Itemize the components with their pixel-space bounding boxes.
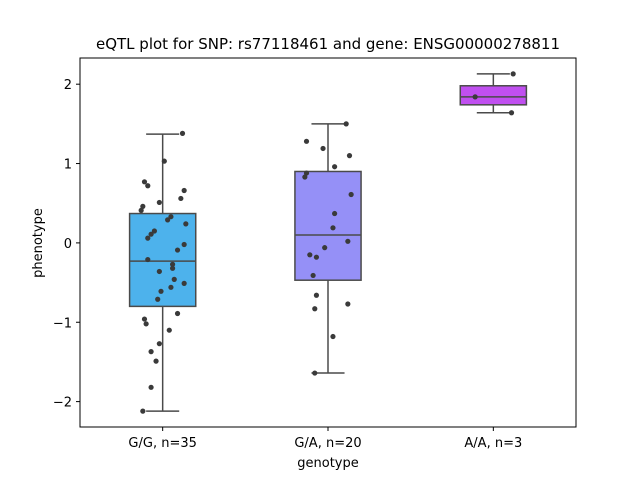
data-point xyxy=(302,174,308,180)
data-point xyxy=(178,195,184,202)
data-point xyxy=(171,276,177,282)
data-point xyxy=(145,256,151,263)
x-axis: G/G, n=35 G/A, n=20 A/A, n=3 xyxy=(128,427,522,451)
x-tick-label: G/A, n=20 xyxy=(294,436,361,451)
y-axis: −2 −1 0 1 2 xyxy=(53,78,80,411)
data-point xyxy=(313,292,320,298)
data-point xyxy=(156,341,162,347)
data-point xyxy=(145,235,151,241)
data-point xyxy=(330,225,336,231)
data-point xyxy=(140,203,146,209)
data-point xyxy=(166,327,172,333)
data-point xyxy=(141,316,148,322)
data-point xyxy=(307,252,313,258)
data-point xyxy=(145,183,151,189)
data-point xyxy=(141,179,148,185)
data-point xyxy=(168,284,174,290)
data-point xyxy=(345,301,351,307)
data-point xyxy=(348,191,354,198)
data-point xyxy=(322,245,328,251)
data-point xyxy=(148,231,154,237)
data-point xyxy=(330,333,336,340)
data-point xyxy=(181,187,187,194)
data-point xyxy=(510,71,516,77)
data-point xyxy=(156,268,162,275)
data-point xyxy=(165,217,171,223)
data-point xyxy=(169,261,176,267)
data-point xyxy=(140,408,146,414)
data-point xyxy=(143,321,149,327)
data-point xyxy=(310,272,316,279)
data-point xyxy=(155,296,161,302)
box-group-2 xyxy=(294,121,362,376)
data-point xyxy=(345,238,351,244)
data-point xyxy=(332,210,338,217)
chart-title: eQTL plot for SNP: rs77118461 and gene: … xyxy=(96,35,560,53)
data-point xyxy=(472,94,478,100)
data-point xyxy=(169,265,176,271)
x-tick-label: A/A, n=3 xyxy=(464,436,522,451)
data-point xyxy=(332,164,338,170)
data-point xyxy=(320,145,326,152)
data-point xyxy=(148,349,154,355)
data-point xyxy=(181,280,187,286)
y-axis-label: phenotype xyxy=(31,208,46,278)
data-point xyxy=(168,214,174,220)
data-point xyxy=(346,153,353,159)
y-tick-label: −2 xyxy=(53,396,72,411)
data-point xyxy=(303,138,310,144)
y-tick-label: 2 xyxy=(64,78,72,93)
box-group-1 xyxy=(128,130,197,414)
data-point xyxy=(181,241,187,248)
plot-marks xyxy=(128,71,528,414)
data-point xyxy=(161,158,167,164)
data-point xyxy=(156,199,162,206)
data-point xyxy=(508,110,515,116)
data-point xyxy=(174,247,181,253)
data-point xyxy=(183,221,189,227)
box-group-3 xyxy=(459,71,528,116)
data-point xyxy=(151,228,157,234)
data-point xyxy=(158,288,164,294)
data-point xyxy=(312,370,318,376)
data-point xyxy=(174,310,181,317)
data-point xyxy=(303,170,310,176)
data-point xyxy=(313,254,320,260)
data-point xyxy=(148,384,154,390)
data-point xyxy=(312,306,318,312)
y-tick-label: 1 xyxy=(64,158,72,173)
data-point xyxy=(179,130,186,136)
box-iqr xyxy=(294,170,362,281)
box-iqr xyxy=(459,85,528,106)
y-tick-label: −1 xyxy=(53,316,72,331)
data-point xyxy=(343,121,349,127)
x-tick-label: G/G, n=35 xyxy=(128,436,196,451)
data-point xyxy=(153,358,159,364)
y-tick-label: 0 xyxy=(64,237,72,252)
data-point xyxy=(138,207,144,213)
x-axis-label: genotype xyxy=(297,456,358,471)
